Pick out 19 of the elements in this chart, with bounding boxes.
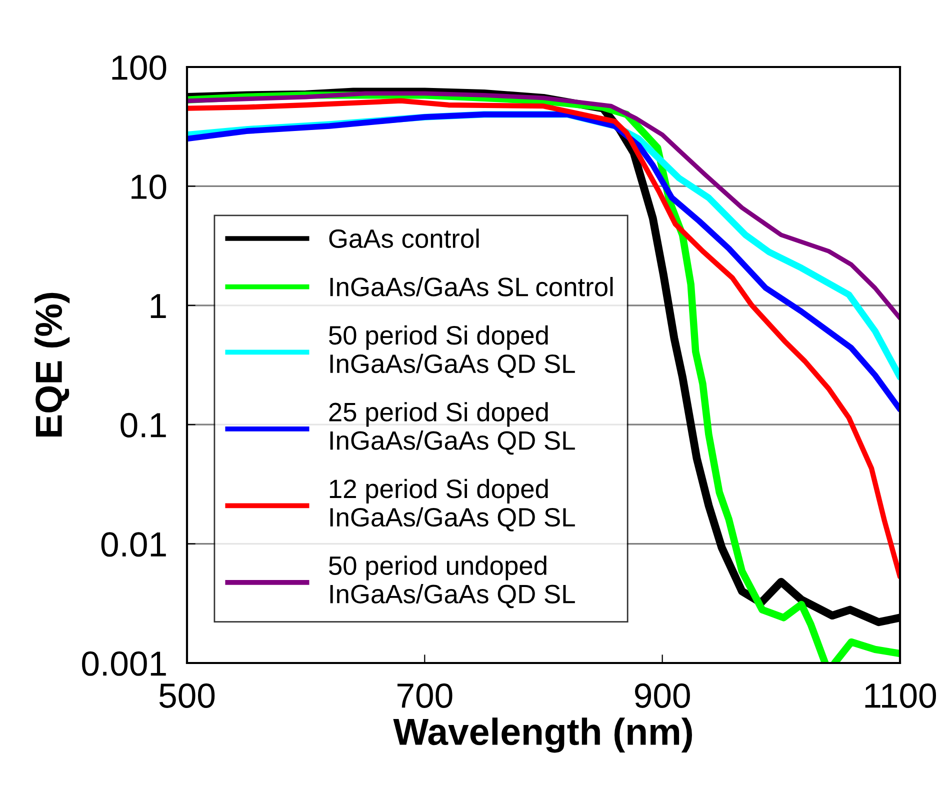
y-tick-label: 0.01 [101, 532, 166, 557]
y-tick-label: 10 [132, 174, 166, 200]
x-tick-label: 900 [635, 683, 690, 708]
y-tick-label: 0.001 [82, 651, 166, 676]
legend-label: 25 period Si doped InGaAs/GaAs QD SL [329, 402, 575, 455]
legend-label: 50 period Si doped InGaAs/GaAs QD SL [328, 325, 575, 378]
x-tick-label: 700 [397, 683, 452, 708]
y-tick-label: 100 [112, 55, 166, 80]
legend-label: 50 period undoped InGaAs/GaAs QD SL [328, 556, 575, 608]
y-tick-label: 0.1 [120, 412, 166, 438]
legend-label: InGaAs/GaAs SL control [330, 276, 613, 296]
y-tick-label: 1 [150, 294, 166, 318]
legend-label: GaAs control [329, 228, 479, 248]
x-tick-label: 1100 [865, 683, 936, 708]
line-series [187, 91, 900, 320]
x-tick-label: 500 [159, 683, 215, 708]
x-axis-title: Wavelength (nm) [393, 718, 692, 753]
y-axis-title: EQE (%) [34, 292, 70, 436]
legend-label: 12 period Si doped InGaAs/GaAs QD SL [330, 478, 575, 532]
